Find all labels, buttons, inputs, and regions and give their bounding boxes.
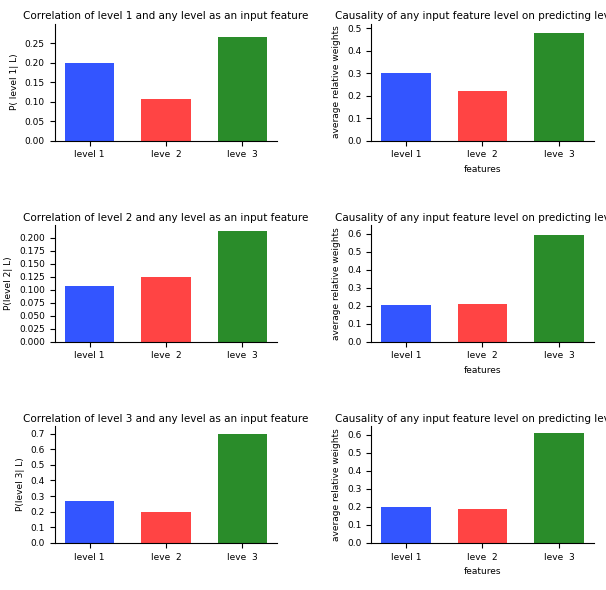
Title: Causality of any input feature level on predicting level 1: Causality of any input feature level on … <box>336 11 606 21</box>
Y-axis label: average relative weights: average relative weights <box>332 26 341 139</box>
Title: Causality of any input feature level on predicting level 2: Causality of any input feature level on … <box>336 212 606 222</box>
Y-axis label: average relative weights: average relative weights <box>332 428 341 540</box>
Bar <box>381 305 431 342</box>
Y-axis label: P(level 2| L): P(level 2| L) <box>4 257 13 310</box>
Bar <box>381 507 431 543</box>
Bar <box>458 304 507 342</box>
X-axis label: features: features <box>464 165 501 174</box>
Y-axis label: P(level 3| L): P(level 3| L) <box>16 457 25 511</box>
Bar <box>65 286 115 342</box>
X-axis label: features: features <box>464 366 501 375</box>
Bar <box>218 231 267 342</box>
Title: Correlation of level 2 and any level as an input feature: Correlation of level 2 and any level as … <box>23 212 308 222</box>
Bar <box>458 91 507 140</box>
Bar <box>65 63 115 140</box>
Title: Correlation of level 3 and any level as an input feature: Correlation of level 3 and any level as … <box>23 414 308 424</box>
Bar <box>534 433 584 543</box>
Y-axis label: P( level 1| L): P( level 1| L) <box>10 54 19 110</box>
Bar <box>534 235 584 342</box>
Bar <box>65 502 115 543</box>
Title: Correlation of level 1 and any level as an input feature: Correlation of level 1 and any level as … <box>23 11 308 21</box>
X-axis label: features: features <box>464 567 501 576</box>
Bar <box>141 277 191 342</box>
Bar <box>534 33 584 140</box>
Bar <box>381 73 431 140</box>
Title: Causality of any input feature level on predicting level 3: Causality of any input feature level on … <box>336 414 606 424</box>
Bar <box>141 512 191 543</box>
Bar <box>458 509 507 543</box>
Bar <box>141 99 191 140</box>
Y-axis label: average relative weights: average relative weights <box>332 227 341 340</box>
Bar <box>218 37 267 140</box>
Bar <box>218 434 267 543</box>
